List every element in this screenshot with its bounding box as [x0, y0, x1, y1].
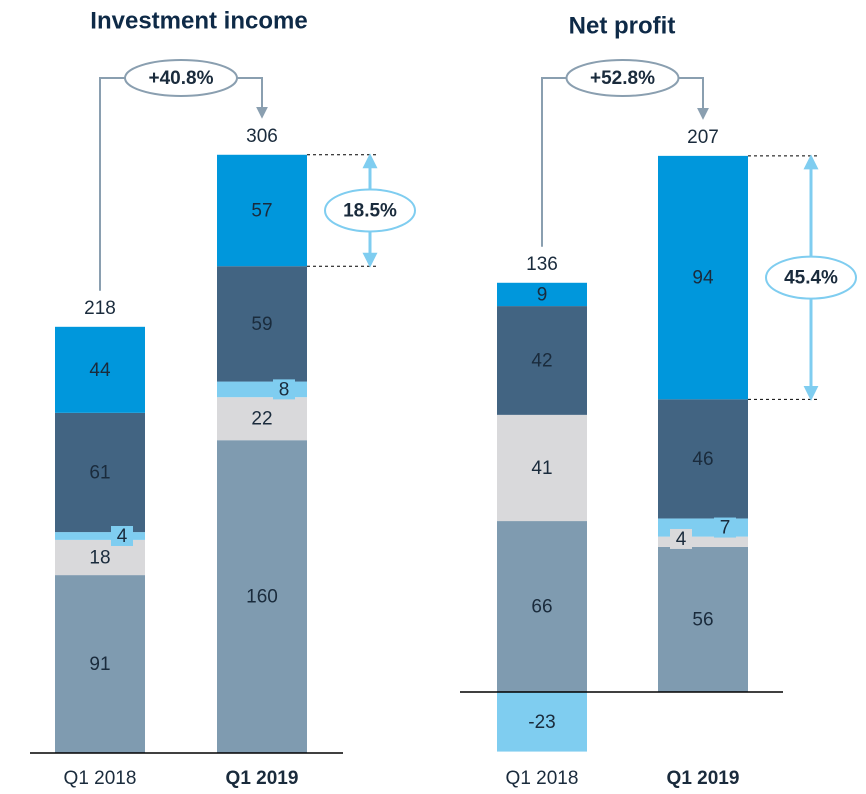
total-label: 218 [84, 298, 116, 319]
label-box [714, 517, 736, 538]
growth-label: +52.8% [590, 68, 655, 89]
bar-segment [55, 412, 145, 533]
segment-label: 4 [117, 526, 128, 547]
segment-label: 9 [537, 284, 548, 305]
share-label: 45.4% [784, 268, 838, 289]
segment-label: 91 [89, 654, 110, 675]
total-label: 136 [526, 254, 558, 275]
bar-segment [658, 546, 748, 692]
segment-label: 22 [251, 409, 272, 430]
label-box [111, 525, 133, 546]
growth-label: +40.8% [149, 68, 214, 89]
bar-segment [658, 155, 748, 400]
share-ellipse [765, 255, 857, 300]
segment-label: 4 [676, 529, 687, 550]
label-box [670, 528, 692, 549]
bar-segment [658, 399, 748, 519]
x-tick-label: Q1 2018 [64, 768, 137, 789]
segment-label: 44 [89, 360, 111, 381]
segment-label: 61 [89, 462, 110, 483]
bar-segment [497, 521, 587, 692]
x-tick-label: Q1 2019 [667, 768, 740, 789]
segment-label: 160 [246, 587, 278, 608]
growth-ellipse [124, 59, 238, 97]
share-label: 18.5% [343, 201, 397, 222]
segment-label: 59 [251, 314, 272, 335]
bar-segment [55, 575, 145, 753]
growth-ellipse [565, 59, 680, 97]
chart-title: Net profit [569, 12, 676, 39]
segment-label: 56 [692, 609, 713, 630]
share-ellipse [324, 188, 416, 233]
segment-label: 7 [720, 518, 731, 539]
bar-segment [55, 326, 145, 413]
bar-segment [497, 692, 587, 752]
x-tick-label: Q1 2018 [506, 768, 579, 789]
bar-segment [217, 154, 307, 267]
bar-segment [497, 282, 587, 307]
bar-segment [497, 414, 587, 522]
bar-segment [55, 532, 145, 540]
bar-segment [658, 536, 748, 547]
bar-segment [497, 306, 587, 415]
total-label: 207 [687, 127, 719, 148]
segment-label: 66 [531, 597, 552, 618]
chart-title: Investment income [90, 7, 307, 34]
label-box [273, 379, 295, 400]
segment-label: 94 [692, 268, 714, 289]
segment-label: 57 [251, 201, 272, 222]
segment-label: 46 [692, 449, 713, 470]
bar-segment [217, 266, 307, 382]
segment-label: 42 [531, 350, 552, 371]
segment-label: 41 [531, 458, 552, 479]
segment-label: 18 [89, 548, 110, 569]
total-label: 306 [246, 126, 278, 147]
bar-segment [217, 440, 307, 753]
segment-label: 8 [279, 379, 290, 400]
bar-segment [217, 397, 307, 441]
segment-label: -23 [528, 712, 555, 733]
x-tick-label: Q1 2019 [226, 768, 299, 789]
